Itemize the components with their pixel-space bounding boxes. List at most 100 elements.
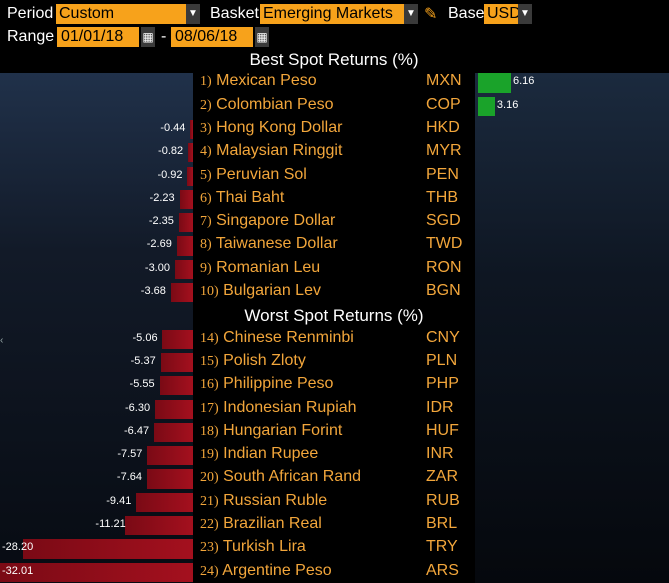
return-bar[interactable] [170,283,193,303]
currency-code: HKD [426,118,460,136]
currency-code: THB [426,188,458,206]
return-bar[interactable] [153,422,193,443]
currency-code: MXN [426,72,462,90]
return-bar[interactable] [146,469,193,489]
rank-label: 16) [200,377,219,393]
currency-label: Indian Rupee [218,445,319,463]
rank-label: 14) [200,330,219,346]
currency-label: Colombian Peso [211,95,334,113]
value-label: -11.21 [95,518,126,530]
value-label: -0.82 [158,145,184,158]
value-label: -6.47 [123,424,150,437]
currency-code: SGD [426,212,461,230]
return-bar[interactable] [478,73,511,93]
return-bar[interactable] [174,259,193,279]
return-bar[interactable] [188,143,193,163]
currency-label: Chinese Renminbi [218,328,354,346]
rank-label: 7) [200,214,212,230]
rank-label: 1) [200,74,212,90]
currency-name[interactable]: 2) Colombian Peso [200,96,334,114]
rank-label: 3) [200,120,212,136]
value-label: -5.06 [132,331,158,344]
currency-name[interactable]: 6) Thai Baht [200,189,284,207]
currency-code: TRY [426,538,458,556]
chevron-down-icon: ▼ [518,4,532,24]
return-bar[interactable] [187,166,193,186]
currency-name[interactable]: 5) Peruvian Sol [200,166,307,184]
return-bar[interactable] [22,539,193,559]
currency-label: Brazilian Real [218,515,322,532]
range-end-input[interactable]: 08/06/18 [171,27,253,47]
currency-code: ZAR [426,468,458,486]
basket-dropdown[interactable]: Emerging Markets ▼ [260,4,418,24]
return-bar[interactable] [190,119,193,140]
rank-label: 22) [200,517,219,532]
currency-label: Singapore Dollar [211,212,336,230]
return-bar[interactable] [160,352,193,373]
currency-code: CNY [426,328,460,346]
calendar-icon[interactable]: ▦ [255,27,269,47]
rank-label: 18) [200,423,219,439]
pencil-icon[interactable]: ✎ [424,6,438,23]
currency-name[interactable]: 21) Russian Ruble [200,492,327,510]
currency-code: INR [426,445,454,463]
return-bar[interactable] [147,446,193,466]
value-label: -0.44 [160,121,186,134]
currency-label: Peruvian Sol [211,165,307,183]
currency-label: Hong Kong Dollar [211,118,343,136]
return-bar[interactable] [125,516,193,536]
base-dropdown[interactable]: USD ▼ [484,4,532,24]
currency-name[interactable]: 14) Chinese Renminbi [200,329,354,347]
currency-name[interactable]: 22) Brazilian Real [200,515,322,533]
value-label: -6.30 [125,401,151,414]
currency-name[interactable]: 9) Romanian Leu [200,259,320,277]
return-bar[interactable] [179,189,193,210]
return-bar[interactable] [0,562,193,582]
collapse-arrow-icon[interactable]: ‹ [0,335,4,346]
value-label: -0.92 [157,168,183,181]
period-value: Custom [59,5,115,22]
currency-name[interactable]: 4) Malaysian Ringgit [200,142,342,160]
value-label: -5.37 [130,354,156,367]
currency-code: BRL [426,515,458,532]
return-bar[interactable] [136,492,193,512]
section-title: Best Spot Returns (%) [249,50,419,69]
currency-label: Polish Zloty [218,351,306,369]
return-bar[interactable] [478,96,495,116]
return-bar[interactable] [155,399,193,419]
currency-name[interactable]: 18) Hungarian Forint [200,422,342,440]
currency-name[interactable]: 16) Philippine Peso [200,375,333,393]
currency-name[interactable]: 23) Turkish Lira [200,538,306,556]
currency-name[interactable]: 15) Polish Zloty [200,352,306,370]
currency-name[interactable]: 10) Bulgarian Lev [200,282,321,300]
period-dropdown[interactable]: Custom ▼ [56,4,200,24]
value-label: -2.23 [149,191,175,204]
range-separator: - [161,28,167,45]
return-bar[interactable] [159,376,193,396]
value-label: 3.16 [496,98,519,111]
currency-name[interactable]: 20) South African Rand [200,468,361,486]
currency-name[interactable]: 24) Argentine Peso [200,562,332,580]
currency-code: BGN [426,282,461,299]
basket-value: Emerging Markets [263,5,393,22]
currency-name[interactable]: 17) Indonesian Rupiah [200,399,357,417]
value-label: -28.20 [2,541,34,554]
currency-name[interactable]: 3) Hong Kong Dollar [200,119,342,137]
return-bar[interactable] [162,329,193,349]
range-start-input[interactable]: 01/01/18 [57,27,139,47]
rank-label: 15) [200,353,219,369]
currency-name[interactable]: 19) Indian Rupee [200,445,318,463]
currency-label: Bulgarian Lev [218,282,321,299]
return-bar[interactable] [176,236,193,256]
calendar-icon[interactable]: ▦ [141,27,155,47]
currency-name[interactable]: 7) Singapore Dollar [200,212,335,230]
rank-label: 23) [200,540,219,556]
value-label: -9.41 [106,494,132,507]
return-bar[interactable] [178,213,193,233]
value-label: -2.69 [146,238,172,251]
currency-label: Malaysian Ringgit [211,142,343,160]
chevron-down-icon: ▼ [186,4,200,24]
currency-name[interactable]: 8) Taiwanese Dollar [200,235,338,253]
chevron-down-icon: ▼ [404,4,418,24]
currency-name[interactable]: 1) Mexican Peso [200,72,317,90]
